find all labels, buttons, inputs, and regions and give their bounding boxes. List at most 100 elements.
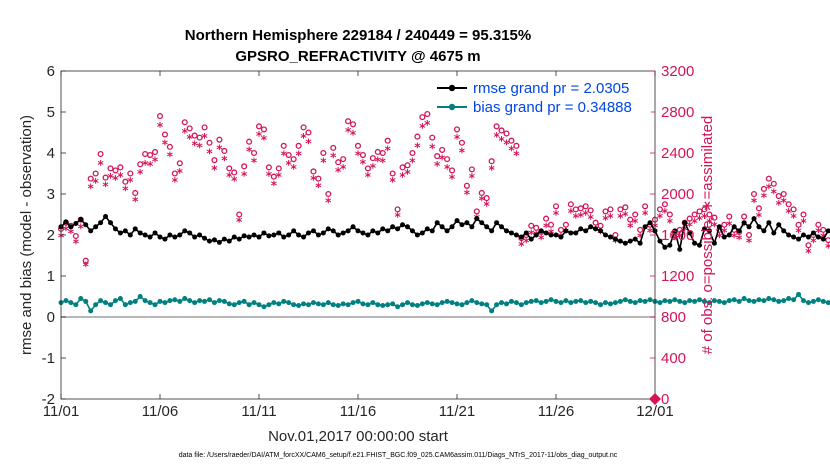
rmse-point <box>197 232 203 238</box>
obs-assimilated-point: * <box>573 211 580 225</box>
rmse-point <box>142 232 148 238</box>
bias-point <box>796 291 802 297</box>
obs-assimilated-point: * <box>295 149 302 163</box>
rmse-point <box>405 224 410 230</box>
obs-assimilated-point: * <box>602 213 609 227</box>
rmse-point <box>192 234 198 240</box>
obs-possible-point <box>567 201 574 208</box>
bias-point <box>306 302 311 308</box>
obs-possible-point <box>72 232 79 240</box>
x-tick-label: 11/11 <box>241 403 276 420</box>
bias-point <box>741 296 747 302</box>
obs-assimilated-point: * <box>672 233 679 247</box>
obs-assimilated-point: * <box>375 155 382 169</box>
bias-point <box>117 296 123 302</box>
rmse-point <box>568 230 574 236</box>
bias-point <box>350 300 356 306</box>
bias-point <box>192 300 198 306</box>
bias-point <box>697 297 703 303</box>
rmse-point <box>306 230 311 236</box>
left-y-tick-label: 2 <box>47 227 55 244</box>
obs-possible-point <box>760 185 767 192</box>
obs-assimilated-point: * <box>493 130 500 144</box>
bias-point <box>395 304 401 310</box>
obs-possible-point <box>552 203 560 210</box>
obs-possible-point <box>290 156 297 163</box>
obs-assimilated-point: * <box>142 158 149 172</box>
bias-point <box>266 302 272 308</box>
obs-assimilated-point: * <box>424 118 431 132</box>
bias-point <box>499 300 505 306</box>
obs-possible-point <box>161 131 169 138</box>
rmse-point <box>548 232 554 238</box>
obs-assimilated-point: * <box>756 210 763 224</box>
obs-assimilated-point: * <box>340 162 347 176</box>
rmse-point <box>672 228 678 234</box>
bias-point <box>301 301 307 307</box>
rmse-point <box>815 234 821 240</box>
obs-possible-point <box>577 205 584 212</box>
rmse-point <box>637 240 643 246</box>
rmse-point <box>781 228 787 234</box>
bias-point <box>781 298 787 304</box>
obs-possible-point <box>330 144 337 151</box>
obs-assimilated-point: * <box>201 131 208 145</box>
bias-point <box>474 300 480 306</box>
bias-point <box>197 298 203 304</box>
obs-possible-point <box>439 146 446 153</box>
obs-possible-point <box>780 190 787 198</box>
obs-assimilated-point: * <box>711 219 718 233</box>
rmse-point <box>459 222 465 228</box>
bias-point <box>820 298 826 304</box>
bias-point <box>409 302 415 308</box>
obs-assimilated-point: * <box>706 216 713 230</box>
obs-possible-point <box>231 169 238 176</box>
obs-possible-point <box>295 142 302 149</box>
obs-possible-point <box>493 123 500 130</box>
obs-assimilated-point: * <box>399 170 406 184</box>
obs-possible-point <box>453 126 461 133</box>
x-tick-label: 11/06 <box>142 403 178 420</box>
obs-assimilated-point: * <box>167 150 174 164</box>
obs-assimilated-point: * <box>513 149 520 163</box>
rmse-point <box>726 232 732 238</box>
obs-assimilated-point: * <box>206 147 213 161</box>
obs-possible-point <box>82 257 89 264</box>
rmse-point <box>716 224 722 230</box>
bias-point <box>236 300 242 306</box>
right-y-tick-label: 2400 <box>661 145 694 162</box>
obs-possible-point <box>251 149 258 157</box>
bias-point <box>791 297 797 303</box>
bias-point <box>429 301 435 307</box>
obs-assimilated-point: * <box>731 231 738 245</box>
bias-point <box>365 302 371 308</box>
obs-assimilated-point: * <box>489 163 496 177</box>
obs-assimilated-point: * <box>385 143 392 157</box>
obs-assimilated-point: * <box>236 215 243 229</box>
obs-assimilated-point: * <box>68 226 75 240</box>
bias-point <box>692 298 698 304</box>
obs-assimilated-point: * <box>93 176 100 190</box>
obs-assimilated-point: * <box>800 216 807 230</box>
bias-point <box>751 298 757 304</box>
rmse-point <box>330 228 336 234</box>
bias-point <box>543 298 549 304</box>
obs-assimilated-point: * <box>414 140 421 154</box>
obs-assimilated-point: * <box>751 196 758 210</box>
obs-possible-point <box>661 201 668 208</box>
obs-possible-point <box>642 203 649 210</box>
bias-point <box>83 298 89 304</box>
obs-assimilated-point: * <box>726 218 733 232</box>
right-y-tick-label: 1600 <box>661 227 694 244</box>
obs-possible-point <box>255 123 263 130</box>
bias-point <box>261 304 267 310</box>
bias-point <box>647 297 653 303</box>
obs-assimilated-point: * <box>122 183 129 197</box>
obs-possible-point <box>340 156 347 163</box>
obs-possible-point <box>637 226 644 233</box>
bias-point <box>414 303 420 309</box>
obs-assimilated-point: * <box>701 211 708 225</box>
obs-possible-point <box>275 165 282 172</box>
obs-possible-point <box>112 167 119 174</box>
bias-point <box>310 300 316 306</box>
